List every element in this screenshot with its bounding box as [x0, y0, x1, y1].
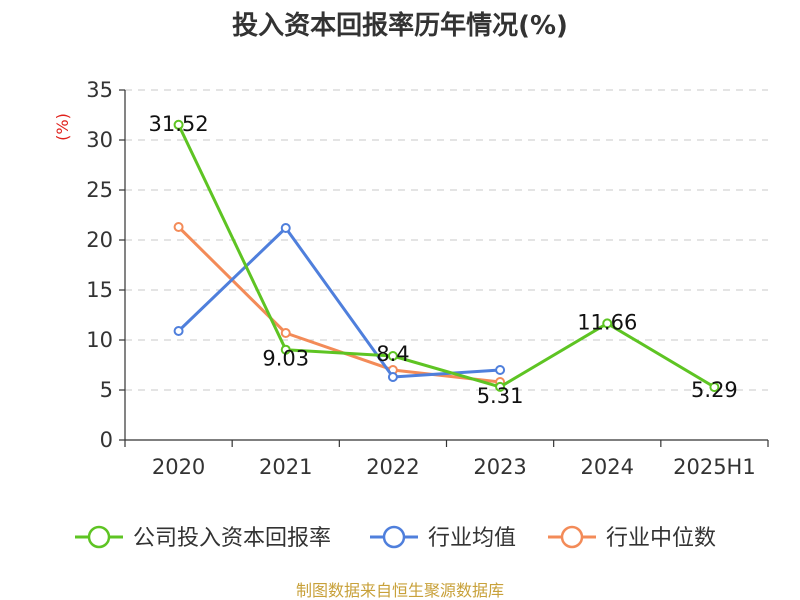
- data-point: [387, 351, 398, 361]
- legend-item-1[interactable]: 行业均值: [370, 525, 516, 551]
- data-point: [387, 372, 398, 382]
- x-tick-label: 2022: [366, 455, 419, 479]
- data-point: [280, 344, 291, 355]
- data-source-note: 制图数据来自恒生聚源数据库: [296, 581, 504, 600]
- x-tick-label: 2020: [152, 455, 205, 479]
- y-tick-label: 10: [86, 328, 113, 352]
- data-point: [173, 326, 184, 336]
- data-point: [173, 119, 184, 130]
- legend-label: 行业中位数: [606, 526, 716, 551]
- data-label: 5.31: [477, 384, 524, 408]
- data-label: 11.66: [577, 310, 637, 334]
- series-lines: [173, 119, 720, 393]
- x-tick-label: 2024: [581, 455, 634, 479]
- y-tick-label: 0: [100, 428, 113, 452]
- data-point: [495, 381, 506, 392]
- x-tick-label: 2023: [473, 455, 526, 479]
- data-point: [280, 223, 291, 233]
- y-axis-unit: (%): [53, 113, 72, 141]
- x-tick-label: 2021: [259, 455, 312, 479]
- y-tick-label: 5: [100, 378, 113, 402]
- data-label: 5.29: [691, 378, 738, 402]
- data-point: [280, 328, 291, 338]
- series-line-0: [177, 124, 716, 389]
- legend-item-0[interactable]: 公司投入资本回报率: [75, 525, 331, 551]
- data-point: [495, 365, 506, 375]
- y-tick-label: 15: [86, 278, 113, 302]
- data-label: 9.03: [262, 347, 309, 371]
- grid-lines: [125, 89, 768, 391]
- series-line-1: [177, 226, 501, 379]
- y-tick-label: 35: [86, 78, 113, 102]
- legend-marker: [382, 525, 406, 549]
- data-point: [709, 382, 720, 393]
- data-label: 8.4: [376, 342, 409, 366]
- data-point: [602, 318, 613, 329]
- data-labels: 31.52 9.03 8.4 5.31 11.66 5.29: [149, 112, 738, 408]
- legend-marker: [87, 525, 111, 549]
- y-tick-label: 25: [86, 178, 113, 202]
- chart-title: 投入资本回报率历年情况(%): [232, 10, 568, 41]
- legend-item-2[interactable]: 行业中位数: [548, 525, 716, 551]
- legend-marker: [560, 525, 584, 549]
- legend[interactable]: 公司投入资本回报率 行业均值 行业中位数: [75, 525, 716, 551]
- y-tick-label: 20: [86, 228, 113, 252]
- x-tick-label: 2025H1: [673, 455, 756, 479]
- y-tick-label: 30: [86, 128, 113, 152]
- legend-label: 行业均值: [428, 526, 516, 551]
- legend-label: 公司投入资本回报率: [133, 526, 331, 551]
- data-point: [173, 222, 184, 232]
- data-label: 31.52: [149, 112, 209, 136]
- axes: 0 5 10 15 20 25 30 35 2020 2021 2022 2023 2024 2025H1: [86, 78, 769, 479]
